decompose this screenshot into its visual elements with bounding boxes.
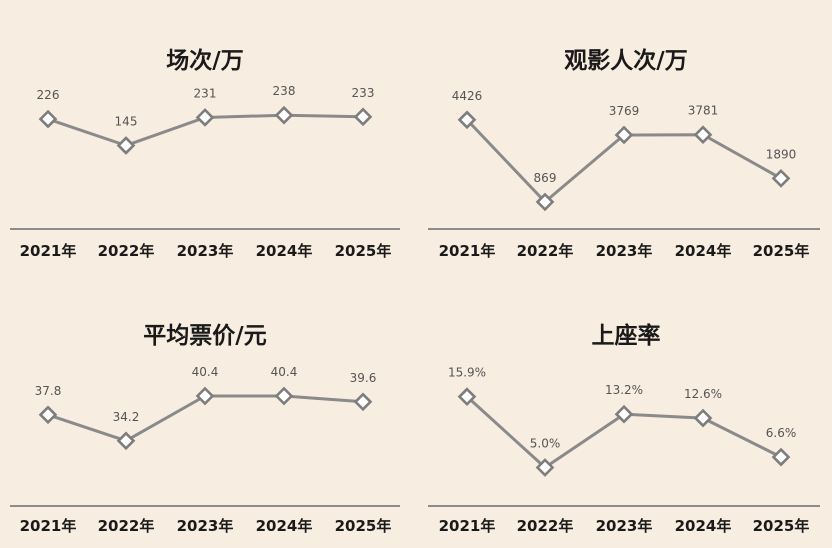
x-tick-label: 2025年 <box>753 242 810 260</box>
chart-title: 观影人次/万 <box>564 47 687 74</box>
data-label: 1890 <box>766 147 797 161</box>
data-point-marker <box>693 408 713 428</box>
chart-average-ticket-price: 平均票价/元 37.8 2021年 34.2 2022年 40.4 2023年 40.4 20… <box>10 322 400 535</box>
data-label: 3769 <box>609 104 640 118</box>
x-tick-label: 2023年 <box>177 517 234 535</box>
x-tick-label: 2025年 <box>753 517 810 535</box>
data-label: 226 <box>37 88 60 102</box>
x-tick-label: 2021年 <box>439 242 496 260</box>
x-tick-label: 2024年 <box>256 517 313 535</box>
x-tick-label: 2023年 <box>177 242 234 260</box>
data-label: 238 <box>273 84 296 98</box>
data-point-marker <box>457 387 477 406</box>
data-label: 15.9% <box>448 366 486 380</box>
x-tick-label: 2022年 <box>98 517 155 535</box>
x-tick-label: 2024年 <box>675 242 732 260</box>
data-label: 233 <box>352 86 375 100</box>
data-label: 3781 <box>688 104 719 118</box>
data-point-marker <box>274 105 294 125</box>
chart-occupancy-rate: 上座率 15.9% 2021年 5.0% 2022年 13.2% 2023年 12.6% 20… <box>428 322 820 535</box>
data-label: 37.8 <box>35 384 62 398</box>
data-point-marker <box>614 125 634 145</box>
x-tick-label: 2025年 <box>335 242 392 260</box>
data-point-marker <box>535 192 555 212</box>
data-point-marker <box>38 405 58 425</box>
x-tick-label: 2024年 <box>256 242 313 260</box>
data-label: 4426 <box>452 89 483 103</box>
x-tick-label: 2021年 <box>20 242 77 260</box>
data-label: 12.6% <box>684 387 722 401</box>
data-point-marker <box>38 109 58 129</box>
x-tick-label: 2021年 <box>20 517 77 535</box>
data-label: 145 <box>115 115 138 129</box>
x-tick-label: 2022年 <box>517 242 574 260</box>
x-tick-label: 2025年 <box>335 517 392 535</box>
data-label: 13.2% <box>605 383 643 397</box>
data-point-marker <box>614 404 634 424</box>
data-point-marker <box>771 447 791 467</box>
data-point-marker <box>771 169 791 188</box>
data-point-marker <box>457 110 477 130</box>
data-label: 40.4 <box>192 365 219 379</box>
data-label: 6.6% <box>766 426 797 440</box>
x-tick-label: 2023年 <box>596 517 653 535</box>
x-tick-label: 2021年 <box>439 517 496 535</box>
data-point-marker <box>535 458 555 477</box>
data-point-marker <box>195 108 215 127</box>
x-tick-label: 2023年 <box>596 242 653 260</box>
data-label: 40.4 <box>271 365 298 379</box>
data-point-marker <box>195 386 215 406</box>
data-point-marker <box>274 386 294 406</box>
x-tick-label: 2022年 <box>98 242 155 260</box>
data-label: 5.0% <box>530 437 561 451</box>
x-tick-label: 2022年 <box>517 517 574 535</box>
data-label: 34.2 <box>113 410 140 424</box>
chart-title: 平均票价/元 <box>143 322 266 349</box>
chart-title: 上座率 <box>592 322 661 349</box>
data-label: 39.6 <box>350 371 377 385</box>
data-point-marker <box>116 136 136 155</box>
data-point-marker <box>353 107 373 127</box>
data-point-marker <box>353 392 373 412</box>
chart-admissions: 观影人次/万 4426 2021年 869 2022年 3769 2023年 3781 202… <box>428 47 820 260</box>
data-label: 869 <box>534 171 557 185</box>
chart-screenings: 场次/万 226 2021年 145 2022年 231 2023年 238 2024年 233… <box>10 47 400 260</box>
data-point-marker <box>693 125 713 145</box>
chart-title: 场次/万 <box>166 47 243 74</box>
data-label: 231 <box>194 87 217 101</box>
data-point-marker <box>116 431 136 451</box>
x-tick-label: 2024年 <box>675 517 732 535</box>
